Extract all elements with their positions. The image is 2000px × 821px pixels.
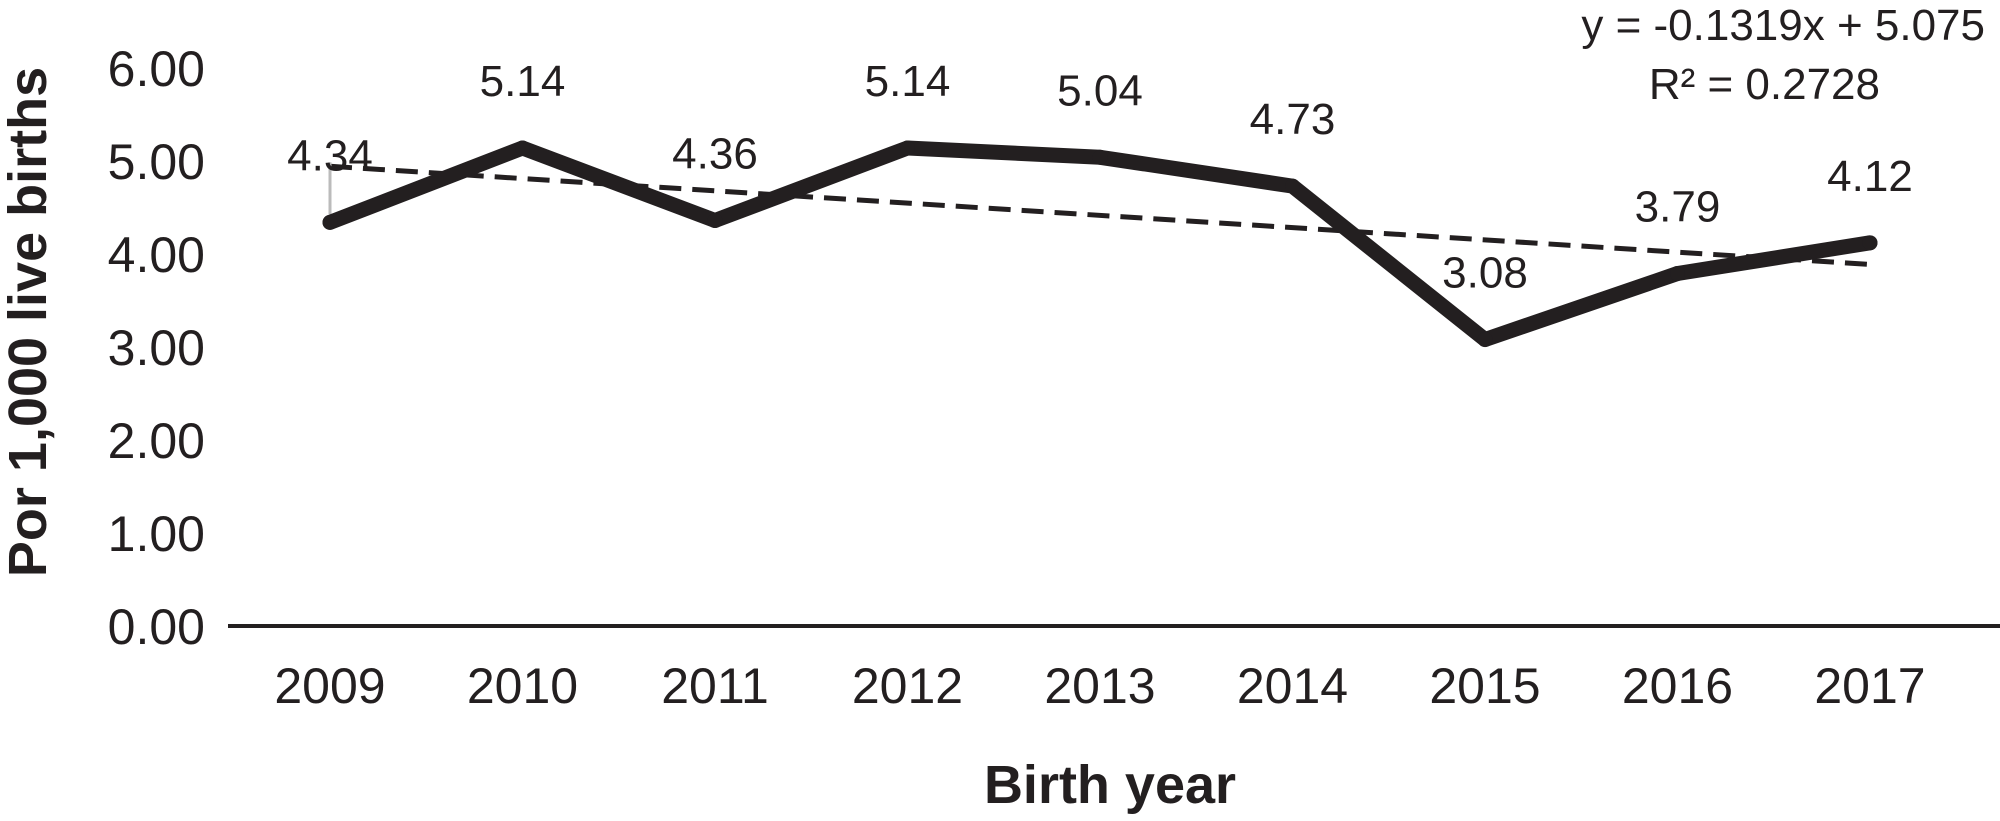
x-axis-title: Birth year xyxy=(984,755,1236,815)
x-tick-label: 2010 xyxy=(467,658,578,714)
data-point xyxy=(1092,149,1108,165)
x-tick-label: 2017 xyxy=(1814,658,1925,714)
data-point xyxy=(707,213,723,229)
series-layer xyxy=(322,140,1878,348)
x-tick-label: 2016 xyxy=(1622,658,1733,714)
y-tick-label: 1.00 xyxy=(108,506,205,562)
data-label: 5.14 xyxy=(480,57,566,106)
x-tick-label: 2013 xyxy=(1044,658,1155,714)
y-axis-ticks: 0.00 1.00 2.00 3.00 4.00 5.00 6.00 xyxy=(108,41,205,655)
y-tick-label: 6.00 xyxy=(108,41,205,97)
trendline xyxy=(329,163,1871,267)
x-tick-label: 2014 xyxy=(1237,658,1348,714)
data-label: 5.04 xyxy=(1057,66,1143,115)
data-label: 4.73 xyxy=(1250,95,1336,144)
data-label: 3.08 xyxy=(1442,249,1528,298)
data-point xyxy=(515,140,530,156)
trendline-equation: y = -0.1319x + 5.075 xyxy=(1581,1,1985,50)
data-point xyxy=(322,214,338,230)
data-label: 4.34 xyxy=(287,131,373,180)
y-axis-title: Por 1,000 live births xyxy=(0,67,58,577)
y-tick-label: 4.00 xyxy=(108,227,205,283)
trendline-r-squared: R² = 0.2728 xyxy=(1649,60,1880,109)
data-label: 3.79 xyxy=(1635,183,1721,232)
y-tick-label: 5.00 xyxy=(108,134,205,190)
trendline-layer xyxy=(328,162,1871,267)
data-label: 5.14 xyxy=(865,57,951,106)
x-tick-label: 2015 xyxy=(1429,658,1540,714)
data-point xyxy=(1477,332,1493,348)
x-axis-ticks: 2009 2010 2011 2012 2013 2014 2015 2016 2017 xyxy=(274,658,1925,714)
y-tick-label: 2.00 xyxy=(108,413,205,469)
y-tick-label: 0.00 xyxy=(108,599,205,655)
x-tick-label: 2009 xyxy=(274,658,385,714)
data-point xyxy=(1862,235,1878,251)
x-tick-label: 2011 xyxy=(661,658,769,714)
data-point xyxy=(1670,266,1685,282)
data-labels-layer: 4.34 5.14 4.36 5.14 5.04 4.73 3.08 3.79 4.12 xyxy=(287,57,1913,298)
data-label: 4.36 xyxy=(672,130,758,179)
data-point xyxy=(1285,178,1300,194)
data-label: 4.12 xyxy=(1827,152,1913,201)
x-tick-label: 2012 xyxy=(852,658,963,714)
data-point xyxy=(900,140,915,156)
y-tick-label: 3.00 xyxy=(108,320,205,376)
series-line xyxy=(322,140,1878,348)
